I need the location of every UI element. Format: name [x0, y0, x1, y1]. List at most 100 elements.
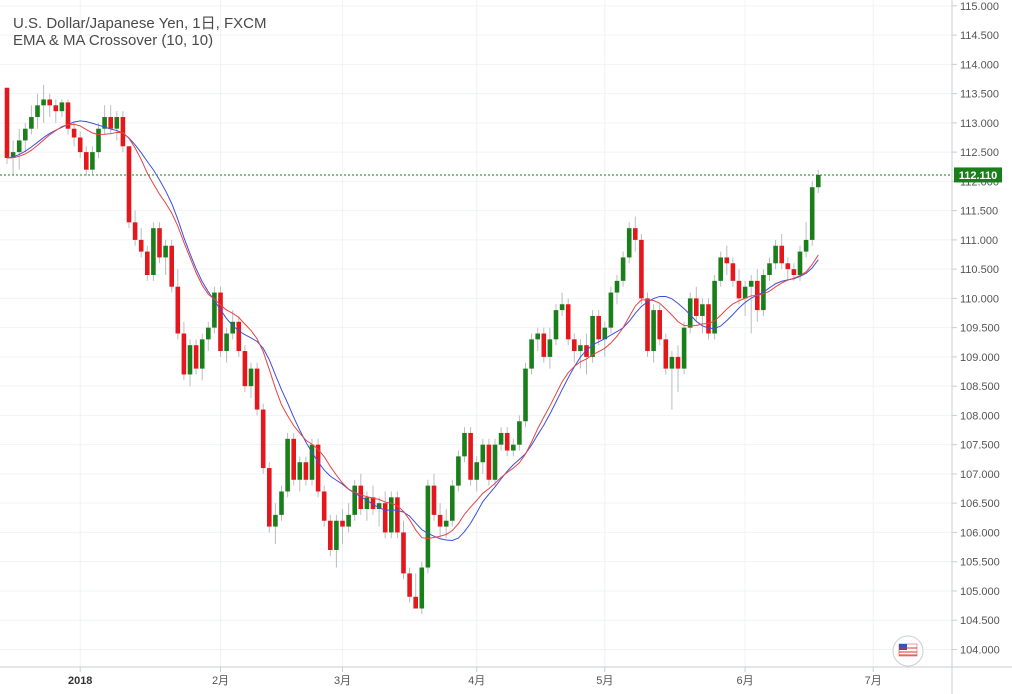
candle — [413, 573, 418, 609]
price-tick-label: 115.000 — [960, 1, 999, 13]
candle-body-up — [602, 327, 608, 340]
candle-body-up — [419, 567, 425, 609]
candle — [132, 210, 138, 246]
candle-body-up — [163, 245, 168, 258]
candle-body-up — [767, 263, 772, 275]
candle — [736, 269, 742, 305]
candle — [187, 339, 193, 387]
candle — [480, 438, 486, 474]
flag-icon[interactable] — [892, 635, 924, 667]
candle-body-up — [346, 514, 351, 527]
candle-body-down — [53, 105, 59, 112]
candle-body-down — [645, 298, 650, 352]
candle — [291, 432, 296, 486]
candle-body-down — [395, 497, 400, 533]
candle — [773, 239, 778, 270]
candle — [279, 485, 284, 521]
candle-body-down — [675, 356, 681, 369]
candle-body-down — [663, 339, 669, 369]
candle — [77, 131, 83, 158]
candle-body-up — [96, 128, 101, 153]
candle — [468, 427, 473, 486]
candle — [590, 310, 595, 363]
candle — [663, 333, 669, 375]
time-tick-label: 5月 — [596, 675, 613, 687]
candle — [35, 93, 40, 129]
candle — [224, 327, 229, 363]
price-tick-label: 104.500 — [960, 615, 1000, 627]
candle — [395, 491, 400, 539]
candle — [474, 456, 479, 492]
candle-body-up — [273, 514, 278, 527]
candle-body-up — [35, 105, 40, 118]
candle — [309, 438, 315, 486]
candle-body-up — [41, 99, 46, 106]
price-tick-label: 113.000 — [960, 118, 999, 130]
candle — [419, 561, 425, 615]
candle-body-up — [16, 140, 22, 153]
candle-body-up — [334, 520, 339, 550]
price-tick-label: 110.500 — [960, 264, 999, 276]
candle-body-up — [748, 280, 754, 287]
candle-body-up — [511, 444, 516, 451]
candle — [181, 321, 187, 381]
candlestick-series — [4, 84, 821, 615]
candle — [456, 450, 461, 492]
candle-body-up — [809, 187, 815, 240]
candle — [486, 438, 492, 486]
candle-body-up — [700, 304, 705, 316]
candle-body-down — [572, 339, 577, 352]
price-tick-label: 106.500 — [960, 498, 1000, 510]
ema-line — [6, 123, 819, 540]
candle — [718, 251, 723, 287]
time-tick-label: 4月 — [468, 675, 485, 687]
ma-line — [6, 120, 819, 541]
candle-body-up — [651, 310, 656, 352]
candle — [523, 362, 528, 428]
candle-body-up — [279, 491, 284, 515]
candle — [230, 310, 235, 340]
candle — [242, 345, 248, 393]
candle-body-down — [736, 280, 742, 299]
price-tick-label: 108.000 — [960, 410, 1000, 422]
chart-title: U.S. Dollar/Japanese Yen, 1日, FXCM — [13, 15, 267, 32]
candle-body-up — [456, 456, 461, 486]
price-tick-label: 109.500 — [960, 323, 1000, 335]
candle — [376, 497, 382, 527]
candle-body-up — [114, 117, 120, 129]
candle-body-down — [541, 333, 547, 357]
candle — [340, 509, 345, 545]
candle — [730, 257, 736, 287]
candle — [724, 245, 730, 275]
candle — [59, 99, 65, 118]
price-tick-label: 105.500 — [960, 557, 1000, 569]
candle-body-up — [626, 228, 632, 258]
candle — [407, 567, 412, 603]
candle-body-down — [382, 503, 388, 533]
candle — [559, 292, 565, 316]
candle-body-up — [376, 503, 382, 510]
candle-body-down — [321, 491, 327, 521]
candle — [712, 274, 717, 340]
candle-body-down — [413, 596, 418, 609]
candle — [535, 327, 540, 352]
candle-body-down — [633, 228, 638, 240]
candle — [23, 122, 28, 153]
time-tick-label: 2月 — [212, 675, 229, 687]
candle — [303, 456, 309, 486]
price-tick-label: 111.000 — [960, 235, 998, 247]
candle — [785, 257, 791, 281]
price-tick-label: 106.000 — [960, 527, 1000, 539]
candle-body-up — [285, 438, 290, 492]
candle-body-down — [291, 438, 296, 480]
price-tick-label: 112.500 — [960, 147, 999, 159]
candle-body-down — [315, 444, 321, 492]
candle — [4, 87, 10, 164]
candle-body-up — [23, 128, 28, 141]
candle-body-up — [620, 257, 626, 281]
candle-body-down — [468, 432, 473, 480]
candle-body-down — [730, 263, 736, 281]
candle — [346, 503, 351, 533]
candle-body-down — [584, 345, 589, 357]
